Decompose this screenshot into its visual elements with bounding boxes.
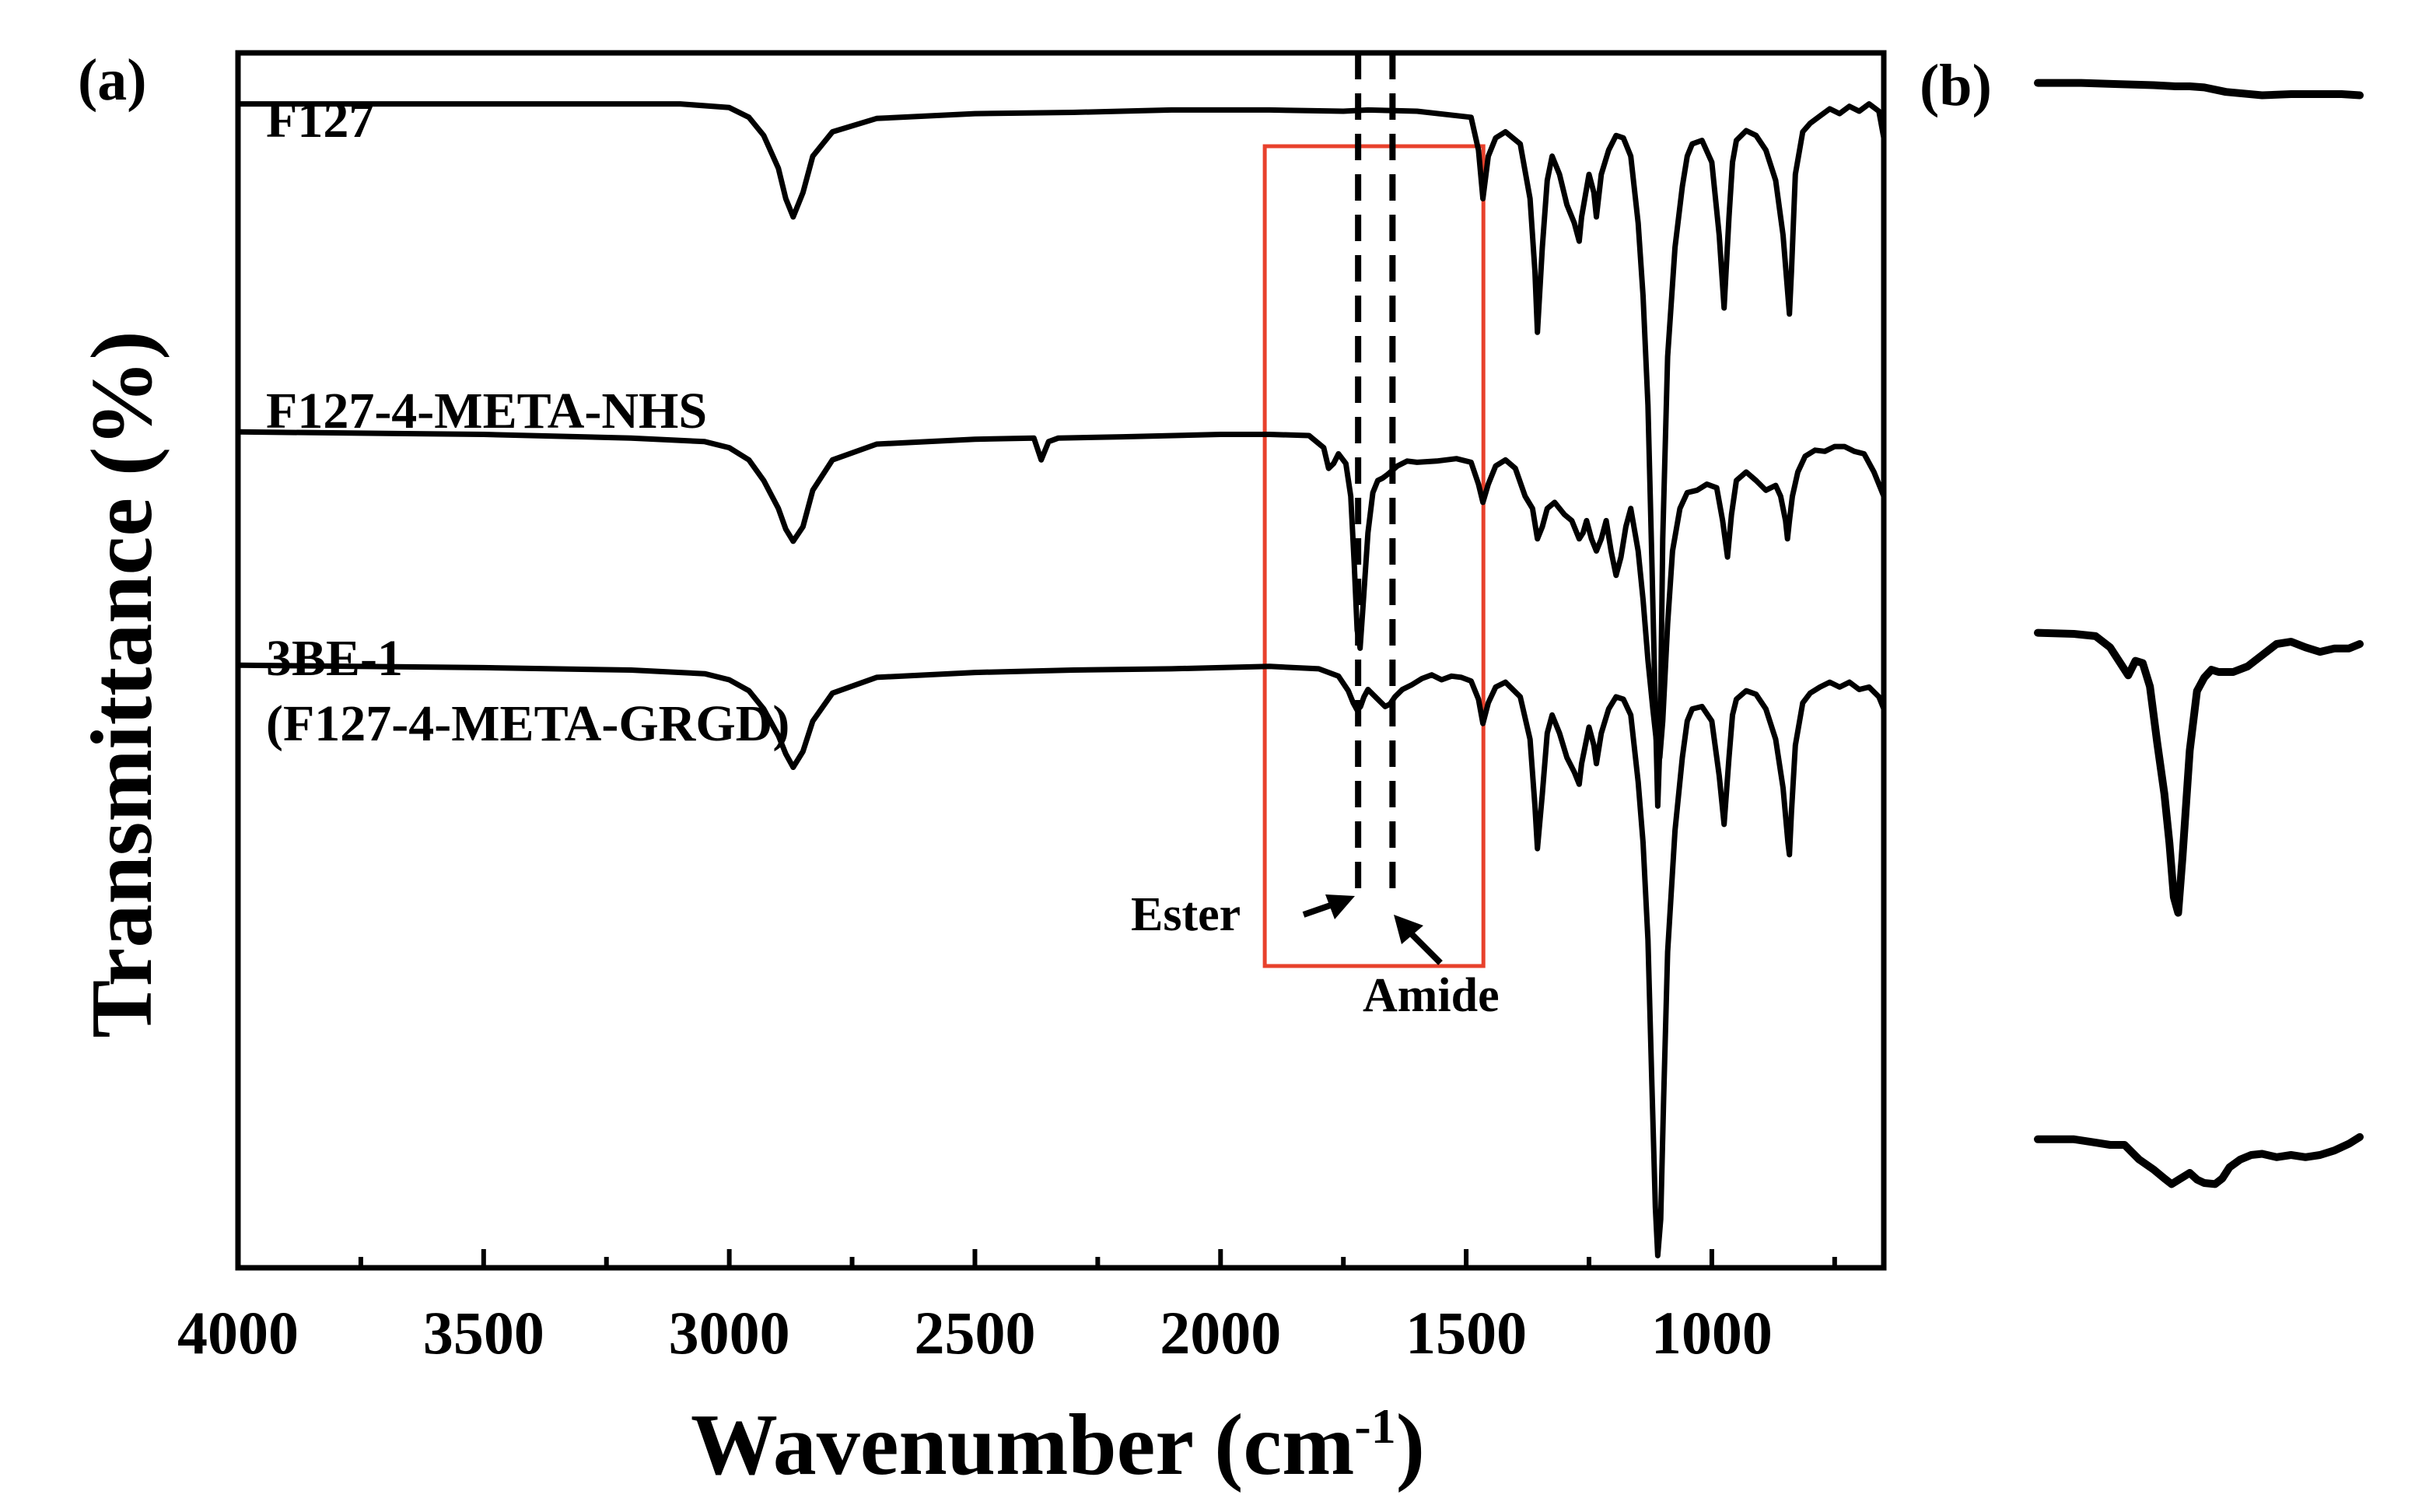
panel-a-plot: 4000 3500 3000 2500 2000 1500 1000 F127 F127-4…	[74, 50, 1887, 1493]
trace-label-nhs: F127-4-META-NHS	[266, 383, 707, 439]
panel-a-frame	[235, 50, 1887, 1271]
x-axis-tick-labels: 4000 3500 3000 2500 2000 1500 1000	[177, 1299, 1773, 1367]
trace-a-1	[235, 101, 1887, 809]
x-tick-label-4000: 4000	[177, 1299, 299, 1367]
x-tick-label-3500: 3500	[423, 1299, 544, 1367]
x-axis-title: Wavenumber (cm-1)	[691, 1397, 1425, 1493]
trace-label-3be1-line1: 3BE-1	[266, 630, 403, 687]
x-tick-label-1000: 1000	[1651, 1299, 1773, 1367]
trace-b-1	[2034, 79, 2364, 100]
trace-a-2	[235, 429, 1887, 761]
y-axis-title: Transmittance (%)	[74, 331, 170, 1038]
trace-b-3	[2034, 1132, 2364, 1188]
x-axis-ticks	[236, 1249, 1837, 1268]
panel-b-label: (b)	[1920, 53, 1992, 118]
panel-b-traces	[2034, 79, 2364, 1188]
trace-label-f127: F127	[266, 92, 374, 149]
panel-a-label: (a)	[78, 47, 147, 113]
trace-label-3be1-line2: (F127-4-META-GRGD)	[266, 695, 789, 752]
trace-b-2	[2034, 628, 2364, 917]
highlight-box	[1262, 144, 1486, 968]
x-tick-label-1500: 1500	[1405, 1299, 1527, 1367]
reference-lines	[1355, 53, 1396, 899]
trace-a-3	[235, 662, 1887, 1258]
panel-a-traces	[235, 101, 1887, 1258]
ester-arrow-head	[1325, 894, 1355, 919]
amide-arrow-head	[1394, 915, 1423, 944]
x-tick-label-3000: 3000	[669, 1299, 790, 1367]
x-tick-label-2500: 2500	[914, 1299, 1035, 1367]
x-tick-label-2000: 2000	[1160, 1299, 1281, 1367]
amide-arrow-shaft	[1405, 928, 1443, 965]
ester-annotation: Ester	[1131, 888, 1241, 941]
amide-annotation: Amide	[1363, 969, 1500, 1022]
